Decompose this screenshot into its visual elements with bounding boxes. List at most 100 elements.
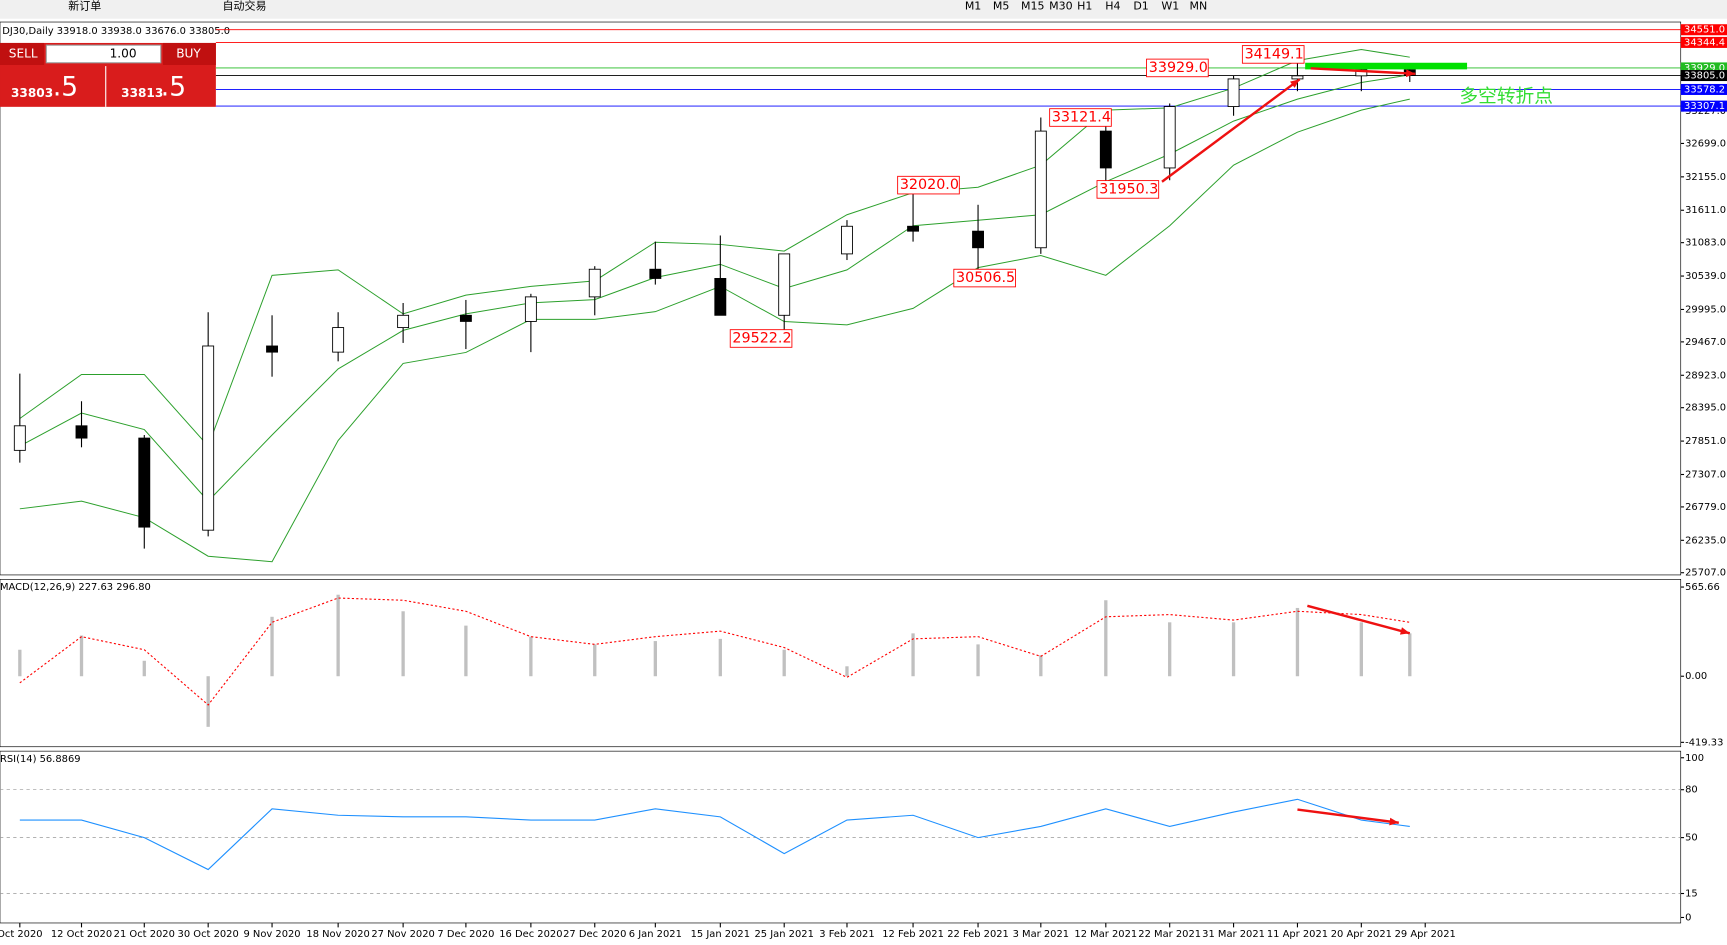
annotation-box: [1146, 58, 1209, 78]
level-tag: [1680, 100, 1727, 112]
y-tick-label: 32155.0: [1685, 172, 1726, 183]
macd-bar: [142, 660, 146, 677]
candle-body: [778, 253, 791, 316]
main-pane: [0, 21, 1682, 576]
y-tick-label: 31611.0: [1685, 205, 1726, 216]
macd-bar: [79, 635, 84, 677]
y-tick-label: 31083.0: [1685, 238, 1726, 249]
x-tick-label: 18 Nov 2020: [306, 929, 369, 940]
candle-body: [332, 327, 345, 353]
arrow-head: [1399, 627, 1410, 635]
macd-bar: [718, 638, 722, 677]
bollinger-upper: [19, 49, 1410, 448]
arrow: [1310, 67, 1416, 76]
x-tick-label: 20 Apr 2021: [1331, 929, 1392, 940]
x-tick-label: 21 Oct 2020: [114, 929, 175, 940]
annotation-label: 34149.1: [1245, 46, 1304, 62]
y-tick-label: 27307.0: [1685, 469, 1726, 480]
annotation-label: 33929.0: [1149, 60, 1208, 76]
y-tick-label: 28923.0: [1685, 370, 1726, 381]
y-tick-label: 0.00: [1685, 671, 1707, 682]
x-tick-label: Oct 2020: [0, 929, 43, 940]
macd-signal: [19, 597, 1410, 706]
y-tick-label: 32699.0: [1685, 138, 1726, 149]
y-tick-label: 25707.0: [1685, 568, 1726, 579]
timeframe-button[interactable]: H4: [1105, 0, 1120, 13]
timeframe-button[interactable]: W1: [1161, 0, 1179, 13]
rsi-pane: [0, 750, 1682, 924]
volume-input[interactable]: 1.00: [110, 46, 137, 60]
annotation-box: [729, 329, 793, 348]
x-tick-label: 3 Feb 2021: [819, 929, 874, 940]
timeframe-button[interactable]: MN: [1190, 0, 1208, 13]
new-order-button[interactable]: 新订单: [68, 0, 101, 13]
x-tick-label: 16 Dec 2020: [499, 929, 562, 940]
buy-price-tail: .5: [161, 72, 186, 103]
level-tag: [1680, 70, 1727, 82]
y-tick-label: 29995.0: [1685, 304, 1726, 315]
y-tick-label: 15: [1685, 889, 1698, 900]
arrow-head: [1405, 69, 1416, 78]
level-label: 34551.0: [1684, 25, 1725, 36]
x-tick-label: 15 Jan 2021: [691, 929, 750, 940]
trade-panel: SELL BUY 1.00 33803 .5 33813 .5: [0, 42, 216, 107]
macd-bar: [653, 641, 657, 677]
candle-body: [397, 314, 410, 329]
timeframe-button[interactable]: M30: [1049, 0, 1073, 13]
annotation-box: [953, 268, 1016, 288]
timeframe-button[interactable]: M1: [965, 0, 982, 13]
level-label: 34344.4: [1684, 37, 1725, 48]
macd-bar: [1104, 600, 1108, 677]
level-label: 33805.0: [1684, 71, 1725, 82]
x-tick-label: 12 Feb 2021: [882, 929, 944, 940]
sell-price: 33803: [11, 86, 53, 100]
candle-body: [907, 225, 920, 232]
sell-button[interactable]: SELL: [9, 46, 38, 60]
x-tick-label: 29 Apr 2021: [1395, 929, 1456, 940]
candle-body: [13, 425, 26, 451]
annotation-box: [1049, 108, 1112, 127]
buy-button[interactable]: BUY: [176, 46, 201, 60]
level-tag: [1680, 36, 1727, 48]
macd-bar: [976, 644, 980, 677]
x-tick-label: 22 Feb 2021: [947, 929, 1009, 940]
y-tick-label: 26779.0: [1685, 502, 1726, 513]
candle-body: [1163, 106, 1176, 169]
x-tick-label: 12 Mar 2021: [1074, 929, 1137, 940]
timeframe-button[interactable]: H1: [1077, 0, 1092, 13]
annotation-label: 31950.3: [1099, 181, 1158, 197]
macd-bar: [593, 644, 597, 677]
note-text: 多空转折点: [1459, 86, 1553, 107]
level-label: 33307.1: [1684, 101, 1725, 112]
toolbar: [0, 0, 1727, 19]
level-tag: [1680, 83, 1727, 95]
macd-bar: [782, 649, 786, 677]
timeframe-button[interactable]: M15: [1021, 0, 1044, 13]
macd-bar: [401, 611, 405, 677]
x-tick-label: 22 Mar 2021: [1138, 929, 1201, 940]
y-tick-label: 29467.0: [1685, 337, 1726, 348]
x-tick-label: 27 Dec 2020: [563, 929, 626, 940]
candle-body: [714, 278, 727, 316]
y-tick-label: 30539.0: [1685, 271, 1726, 282]
x-tick-label: 12 Oct 2020: [51, 929, 112, 940]
annotation-label: 29522.2: [732, 330, 791, 346]
x-tick-label: 3 Mar 2021: [1013, 929, 1070, 940]
macd-bar: [1295, 607, 1300, 677]
candle-body: [649, 268, 662, 279]
timeframe-button[interactable]: M5: [993, 0, 1010, 13]
macd-bar: [336, 594, 340, 677]
macd-bar: [845, 666, 849, 677]
timeframe-button[interactable]: D1: [1133, 0, 1148, 13]
x-tick-label: 11 Apr 2021: [1267, 929, 1328, 940]
candle-body: [266, 345, 278, 353]
y-tick-label: 0: [1685, 912, 1691, 923]
auto-trading-button[interactable]: 自动交易: [222, 0, 266, 13]
rsi-line: [19, 798, 1410, 871]
macd-bar: [1168, 622, 1172, 677]
candle-body: [524, 296, 537, 322]
y-tick-label: 27851.0: [1685, 436, 1726, 447]
chart-title: DJ30,Daily 33918.0 33938.0 33676.0 33805…: [2, 26, 230, 37]
macd-bar: [1359, 622, 1363, 677]
